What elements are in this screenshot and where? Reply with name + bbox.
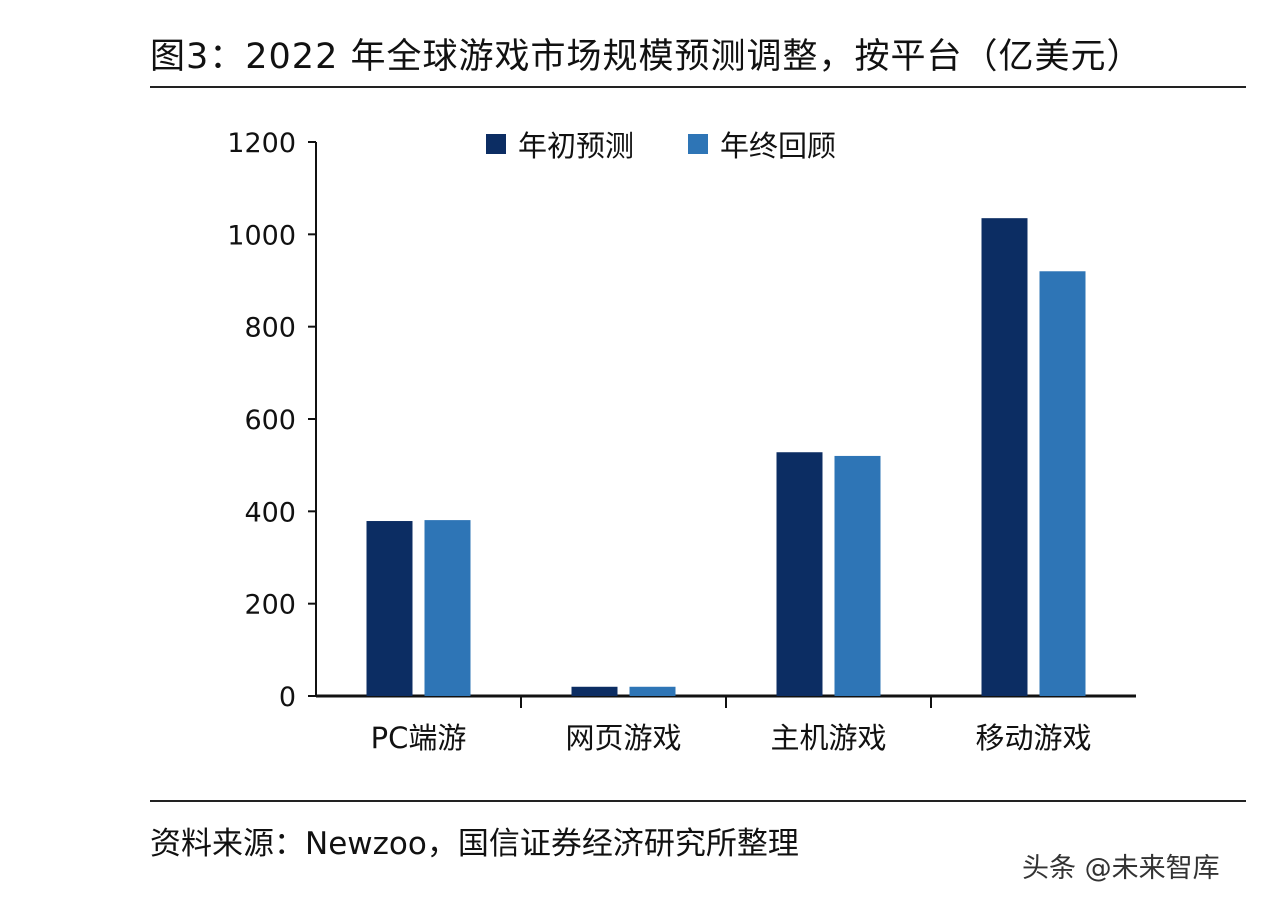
legend-swatch — [688, 134, 708, 154]
y-tick-label: 400 — [244, 497, 296, 528]
legend-label: 年终回顾 — [720, 129, 836, 163]
source-note: 资料来源：Newzoo，国信证券经济研究所整理 — [150, 826, 799, 862]
legend-label: 年初预测 — [518, 129, 634, 163]
y-tick-label: 1200 — [227, 128, 296, 159]
x-tick-label: 移动游戏 — [975, 721, 1091, 755]
title-divider — [150, 86, 1246, 88]
x-tick-label: 网页游戏 — [565, 721, 681, 755]
page-title: 图3：2022 年全球游戏市场规模预测调整，按平台（亿美元） — [150, 37, 1143, 77]
y-tick-label: 1000 — [227, 220, 296, 251]
y-tick-label: 800 — [244, 313, 296, 344]
watermark: 头条 @未来智库 — [1022, 853, 1220, 884]
bar-initial-forecast — [366, 521, 413, 696]
bar-initial-forecast — [571, 686, 618, 696]
bar-year-end-review — [834, 455, 881, 696]
bar-initial-forecast — [776, 452, 823, 696]
x-tick-label: PC端游 — [371, 721, 467, 755]
x-tick-label: 主机游戏 — [770, 721, 886, 755]
y-tick-label: 200 — [244, 590, 296, 621]
bar-year-end-review — [1039, 271, 1086, 696]
legend-swatch — [486, 134, 506, 154]
source-divider — [150, 800, 1246, 802]
y-tick-label: 600 — [244, 405, 296, 436]
bar-year-end-review — [424, 520, 471, 696]
y-tick-label: 0 — [279, 682, 296, 713]
bar-year-end-review — [629, 686, 676, 696]
bar-initial-forecast — [981, 218, 1028, 697]
